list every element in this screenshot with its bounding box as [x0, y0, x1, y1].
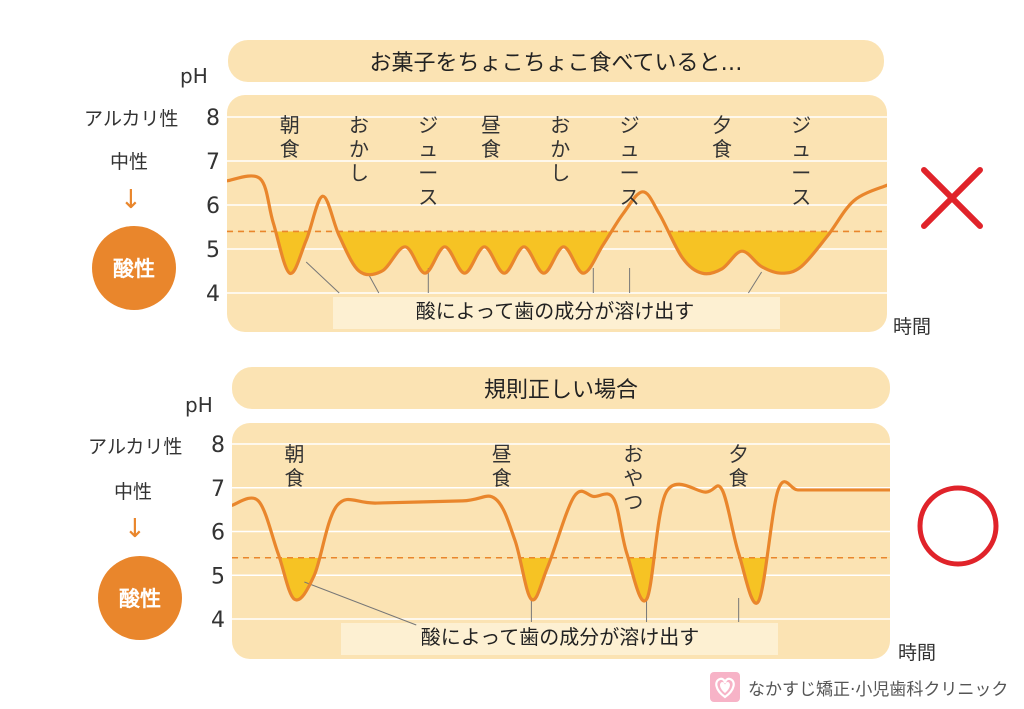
chart1-y-tick-label: 8 — [206, 106, 220, 131]
chart2-plot-panel — [232, 423, 890, 659]
chart1-y-tick-label: 7 — [206, 150, 220, 175]
chart2-neutral-label: 中性 — [114, 481, 153, 503]
chart1-event-label: ジュース — [791, 113, 811, 209]
chart1-event-label: 夕食 — [712, 113, 732, 161]
circle-mark-icon — [917, 485, 999, 567]
chart1-event-label: ジュース — [620, 113, 640, 209]
chart2-y-tick-label: 5 — [211, 564, 225, 589]
chart2-y-axis-label: pH — [185, 393, 213, 417]
chart2-y-tick-label: 6 — [211, 521, 225, 546]
chart1-y-tick-label: 4 — [206, 282, 220, 307]
chart1-title-banner: お菓子をちょこちょこ食べていると… — [228, 40, 884, 82]
chart1-ph-curve — [227, 174, 887, 277]
chart2-x-axis-label: 時間 — [898, 642, 937, 664]
chart2-annotation-box — [341, 623, 778, 655]
chart2-ph-curve — [232, 480, 890, 605]
chart1-leader-line — [747, 271, 763, 294]
chart2-acidic-badge: 酸性 — [98, 556, 182, 640]
chart1-leader-line — [368, 274, 380, 294]
chart2-y-tick-label: 8 — [211, 433, 225, 458]
chart2-title-banner: 規則正しい場合 — [232, 367, 890, 409]
chart1-down-arrow-icon: ↓ — [120, 185, 142, 215]
chart2-y-tick-label: 7 — [211, 477, 225, 502]
chart1-y-axis-label: pH — [180, 64, 208, 88]
chart2-acidic-label: 酸性 — [119, 587, 161, 611]
chart2-title: 規則正しい場合 — [483, 378, 638, 403]
chart2-event-label: 朝食 — [285, 442, 305, 490]
clinic-credit: なかすじ矯正·小児歯科クリニック — [710, 672, 1008, 702]
chart2-alkaline-label: アルカリ性 — [88, 436, 183, 458]
chart2-y-tick-label: 4 — [211, 608, 225, 633]
chart1-annotation-text: 酸によって歯の成分が溶け出す — [416, 299, 694, 323]
chart1-x-axis-label: 時間 — [893, 316, 932, 338]
chart2-event-label: おやつ — [623, 442, 643, 514]
chart1-y-tick-label: 5 — [206, 238, 220, 263]
chart2-event-label: 夕食 — [729, 442, 749, 490]
chart1-event-label: おかし — [349, 113, 369, 185]
chart1-annotation-box — [333, 297, 780, 329]
clinic-name: なかすじ矯正·小児歯科クリニック — [748, 679, 1009, 700]
chart1-leader-line — [305, 261, 340, 294]
chart1-event-label: 朝食 — [280, 113, 300, 161]
chart1-event-label: ジュース — [418, 113, 438, 209]
chart1-alkaline-label: アルカリ性 — [84, 108, 179, 130]
chart2-leader-line — [304, 581, 417, 626]
chart1-title: お菓子をちょこちょこ食べていると… — [369, 51, 743, 76]
clinic-logo-icon — [710, 672, 740, 702]
chart2-event-label: 昼食 — [492, 442, 512, 490]
chart1-plot-panel — [227, 95, 887, 332]
chart1-acid-region — [227, 231, 887, 275]
chart1-acidic-label: 酸性 — [113, 257, 155, 281]
cross-mark-icon — [921, 167, 983, 229]
chart1-neutral-label: 中性 — [110, 151, 149, 173]
chart2-down-arrow-icon: ↓ — [124, 514, 146, 544]
chart1-event-label: おかし — [550, 113, 570, 185]
chart1-y-tick-label: 6 — [206, 194, 220, 219]
chart1-event-label: 昼食 — [481, 113, 501, 161]
chart1-acidic-badge: 酸性 — [92, 226, 176, 310]
chart2-annotation-text: 酸によって歯の成分が溶け出す — [421, 625, 699, 649]
